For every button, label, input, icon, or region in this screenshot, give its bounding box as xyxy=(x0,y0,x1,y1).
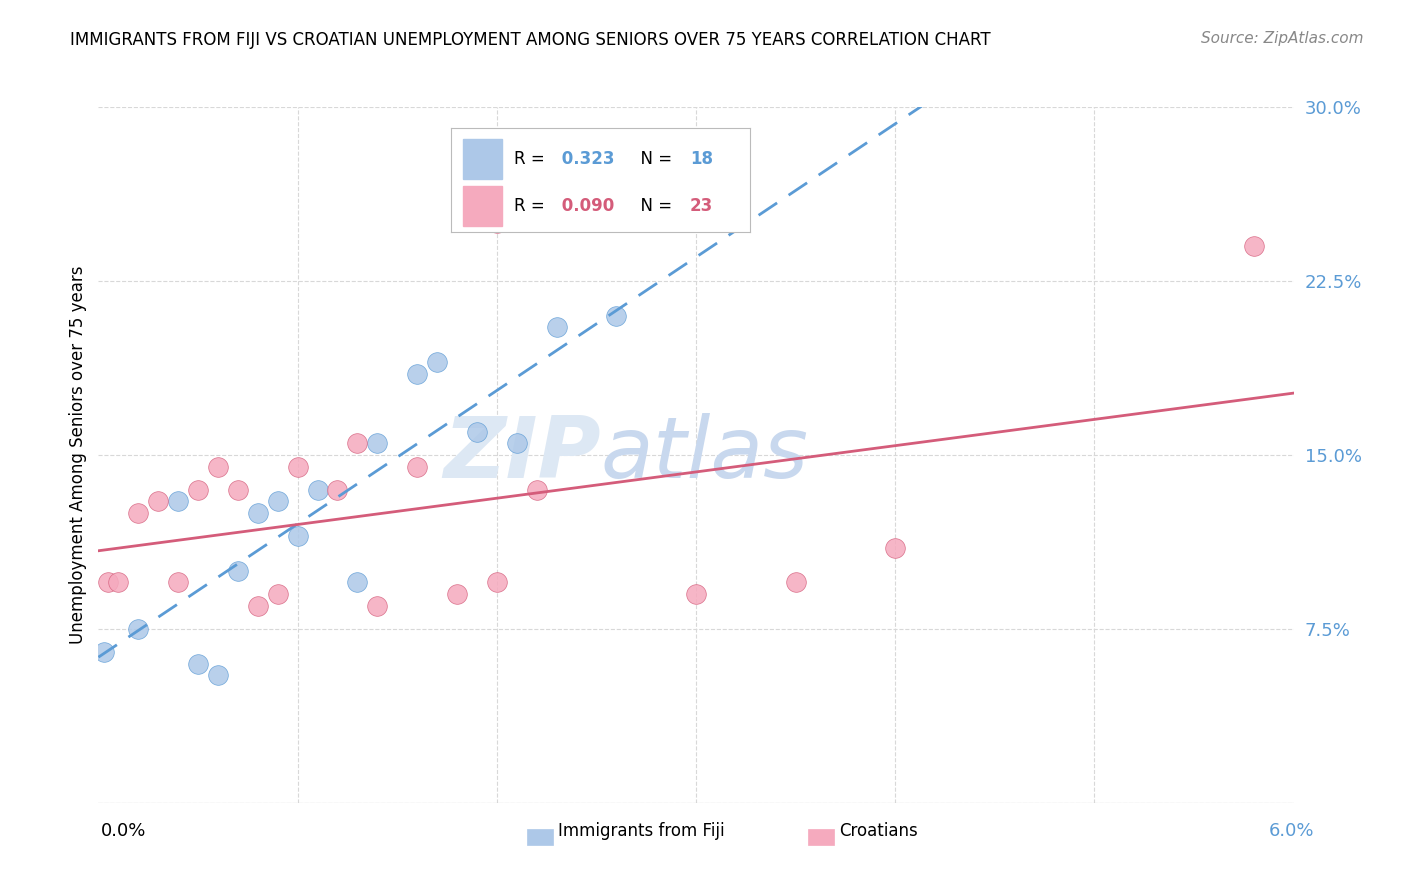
Point xyxy=(1243,239,1265,253)
Text: 0.0%: 0.0% xyxy=(101,822,146,840)
Text: Immigrants from Fiji: Immigrants from Fiji xyxy=(558,822,725,840)
Point xyxy=(526,483,548,497)
Point xyxy=(406,367,429,381)
Point xyxy=(267,587,290,601)
Point xyxy=(127,506,149,520)
Point xyxy=(287,529,309,543)
Point xyxy=(167,494,190,508)
Text: 6.0%: 6.0% xyxy=(1270,822,1315,840)
Point xyxy=(226,483,249,497)
Text: Croatians: Croatians xyxy=(839,822,918,840)
Point xyxy=(187,657,209,671)
Point xyxy=(93,645,115,659)
Point xyxy=(307,483,329,497)
Point xyxy=(406,459,429,474)
Point xyxy=(366,436,388,450)
Text: IMMIGRANTS FROM FIJI VS CROATIAN UNEMPLOYMENT AMONG SENIORS OVER 75 YEARS CORREL: IMMIGRANTS FROM FIJI VS CROATIAN UNEMPLO… xyxy=(70,31,991,49)
Point xyxy=(287,459,309,474)
Point xyxy=(685,587,707,601)
Point xyxy=(267,494,290,508)
Point xyxy=(785,575,807,590)
Point xyxy=(366,599,388,613)
Text: atlas: atlas xyxy=(600,413,808,497)
Point xyxy=(207,668,229,682)
Point xyxy=(207,459,229,474)
Y-axis label: Unemployment Among Seniors over 75 years: Unemployment Among Seniors over 75 years xyxy=(69,266,87,644)
Point xyxy=(546,320,568,334)
Point xyxy=(485,575,508,590)
Point xyxy=(465,425,488,439)
Point xyxy=(226,564,249,578)
Point xyxy=(346,575,368,590)
Point xyxy=(446,587,468,601)
Text: ZIP: ZIP xyxy=(443,413,600,497)
Point xyxy=(485,216,508,230)
Point xyxy=(506,436,529,450)
Point xyxy=(127,622,149,636)
Text: Source: ZipAtlas.com: Source: ZipAtlas.com xyxy=(1201,31,1364,46)
Point xyxy=(605,309,627,323)
Point xyxy=(326,483,349,497)
Point xyxy=(246,506,269,520)
Point xyxy=(426,355,449,369)
Point xyxy=(97,575,120,590)
Point xyxy=(346,436,368,450)
Point xyxy=(167,575,190,590)
Point xyxy=(246,599,269,613)
Point xyxy=(148,494,170,508)
Point xyxy=(884,541,907,555)
Point xyxy=(187,483,209,497)
Point xyxy=(107,575,129,590)
